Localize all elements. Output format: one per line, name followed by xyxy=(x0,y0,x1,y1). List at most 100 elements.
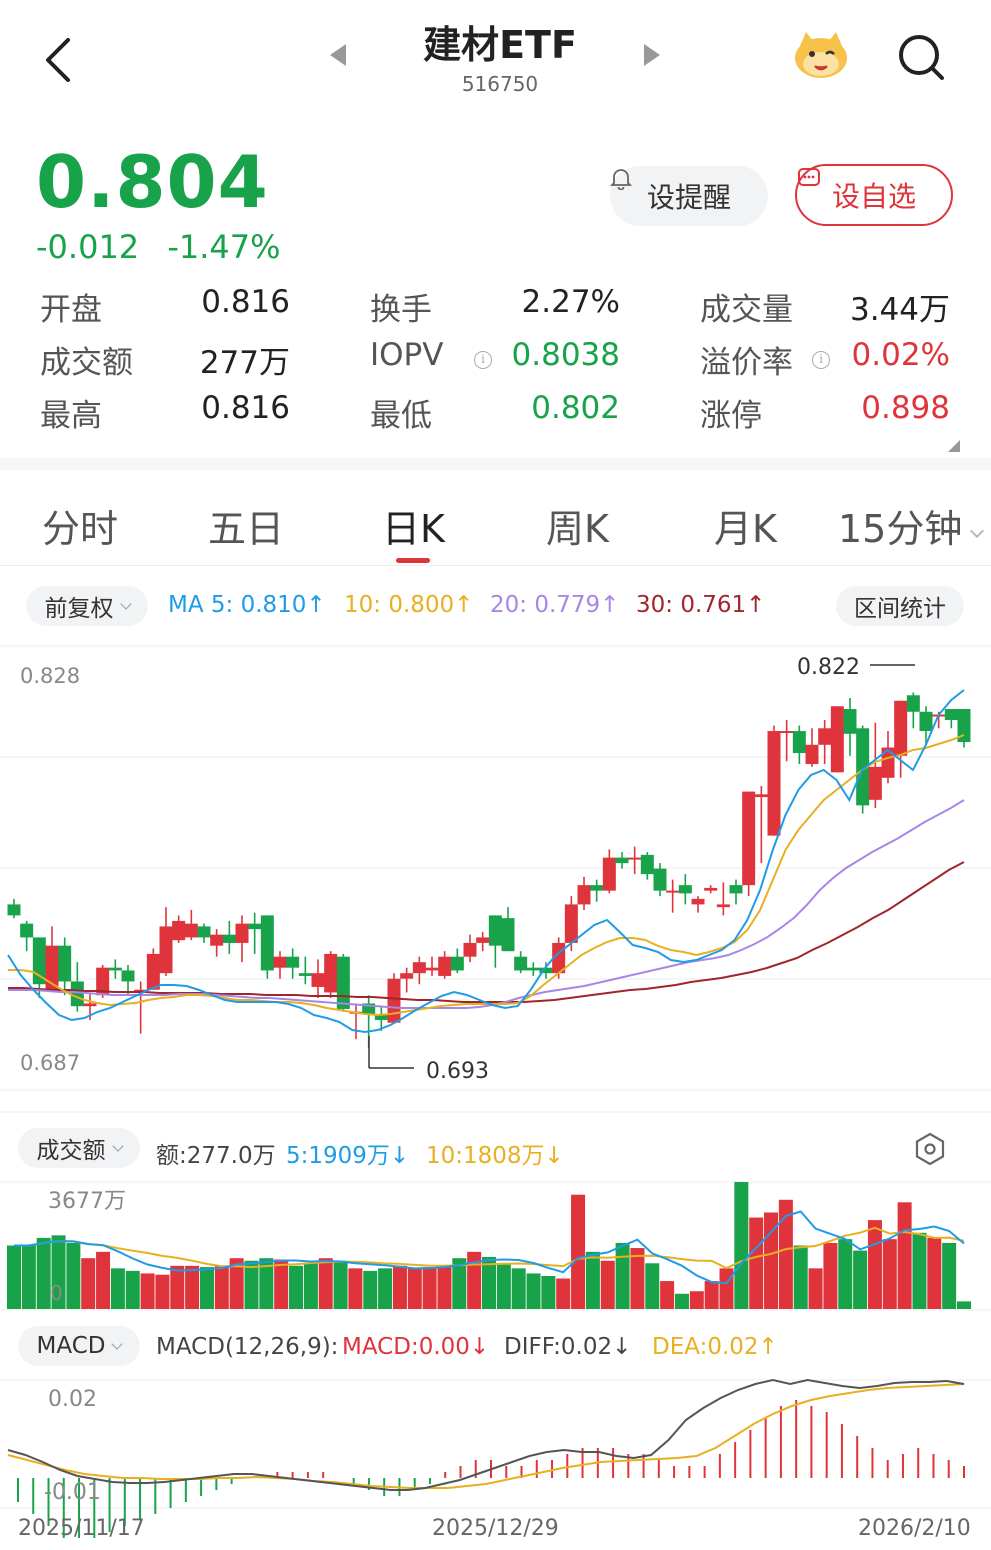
candle-body xyxy=(108,967,122,971)
candle-body xyxy=(881,747,895,778)
prev-stock-arrow-icon[interactable] xyxy=(330,44,346,66)
volume-bar xyxy=(912,1232,927,1309)
volume-bar xyxy=(496,1264,511,1309)
volume-bar xyxy=(333,1260,348,1309)
stat-label: 换手 xyxy=(370,292,432,328)
next-stock-arrow-icon[interactable] xyxy=(644,44,660,66)
y-axis-min-label: 0.687 xyxy=(20,1051,80,1075)
chevron-down-icon xyxy=(111,1338,124,1350)
candle-body xyxy=(526,967,540,971)
volume-bar xyxy=(214,1265,229,1309)
search-icon[interactable] xyxy=(896,32,946,82)
volume-bar xyxy=(630,1248,645,1309)
ma10-value: 10: 0.800↑ xyxy=(344,592,474,618)
high-value-label: 0.822 xyxy=(797,655,860,680)
settings-hexagon-icon[interactable] xyxy=(914,1132,946,1166)
stock-code: 516750 xyxy=(461,72,539,96)
stat-label: 最低 xyxy=(370,398,432,434)
diff-value: DIFF:0.02↓ xyxy=(504,1334,632,1360)
tab-15min[interactable]: 15分钟 xyxy=(838,498,985,553)
stat-value: 0.816 xyxy=(201,390,290,426)
volume-bar xyxy=(467,1251,482,1309)
candle-body xyxy=(552,942,566,974)
info-icon[interactable]: i xyxy=(474,351,492,369)
candle-body xyxy=(286,956,300,968)
volume-bar xyxy=(526,1273,541,1309)
candle-body xyxy=(501,918,515,952)
volume-metric-label: 成交额 xyxy=(36,1138,106,1164)
stat-label: 涨停 xyxy=(700,398,762,434)
mascot-avatar-icon[interactable] xyxy=(792,28,850,82)
date-label: 2025/12/29 xyxy=(432,1516,559,1541)
candle-body xyxy=(488,915,502,946)
stat-label: 溢价率 xyxy=(700,345,793,381)
volume-bar xyxy=(81,1258,96,1309)
stat-value: 0.8038 xyxy=(511,337,620,373)
date-label: 2025/11/17 xyxy=(18,1516,145,1541)
volume-bar xyxy=(689,1291,704,1309)
info-icon[interactable]: i xyxy=(812,351,830,369)
candle-body xyxy=(514,956,528,971)
volume-ma10: 10:1808万↓ xyxy=(426,1143,564,1169)
volume-bar xyxy=(96,1251,111,1309)
volume-bar xyxy=(66,1242,81,1309)
volume-chart xyxy=(7,1182,971,1309)
volume-bar xyxy=(585,1251,600,1309)
tab-intraday[interactable]: 分时 xyxy=(42,507,119,551)
set-reminder-label: 设提醒 xyxy=(646,181,731,214)
volume-bar xyxy=(764,1212,779,1309)
candle-body xyxy=(590,885,604,891)
volume-bar xyxy=(348,1268,363,1309)
candle-body xyxy=(336,956,350,1009)
volume-bar xyxy=(452,1258,467,1309)
candle-body xyxy=(856,728,870,806)
stat-value: 277万 xyxy=(199,345,290,381)
expand-stats-icon[interactable] xyxy=(948,440,960,452)
candle-body xyxy=(400,973,414,979)
candle-body xyxy=(577,885,591,905)
volume-bar xyxy=(21,1245,36,1309)
range-stats-button[interactable]: 区间统计 xyxy=(836,586,964,626)
tab-five-day[interactable]: 五日 xyxy=(208,507,285,551)
tab-weekly-k[interactable]: 周K xyxy=(546,507,609,551)
candle-body xyxy=(932,714,946,717)
candle-body xyxy=(691,898,705,905)
volume-bar xyxy=(571,1194,586,1309)
volume-bar xyxy=(437,1265,452,1309)
volume-bar xyxy=(853,1250,868,1309)
period-tabs: 分时 五日 日K 周K 月K 15分钟 xyxy=(0,470,991,566)
candle-body xyxy=(564,904,578,943)
macd-indicator-selector[interactable]: MACD xyxy=(18,1326,140,1366)
candle-body xyxy=(805,744,819,765)
volume-bar xyxy=(704,1281,719,1309)
volume-metric-selector[interactable]: 成交额 xyxy=(18,1128,140,1168)
back-arrow-icon[interactable] xyxy=(40,30,80,90)
volume-bar xyxy=(318,1258,333,1309)
adjust-selector[interactable]: 前复权 xyxy=(26,586,148,626)
change-percent: -1.47% xyxy=(167,228,281,266)
macd-indicator-label: MACD xyxy=(36,1333,106,1359)
volume-bar xyxy=(51,1235,66,1309)
volume-bar xyxy=(645,1263,660,1309)
stat-label: 开盘 xyxy=(40,292,102,328)
candle-body xyxy=(628,857,642,860)
stats-row: 最高 0.816 最低 0.802 涨停 0.898 xyxy=(0,390,991,440)
volume-bar xyxy=(749,1217,764,1309)
section-divider xyxy=(0,458,991,470)
candle-body xyxy=(298,973,312,976)
tab-daily-k[interactable]: 日K xyxy=(382,507,445,551)
set-reminder-button[interactable]: 设提醒 xyxy=(610,166,768,226)
add-favorite-button[interactable]: 设自选 xyxy=(795,164,953,226)
tab-monthly-k[interactable]: 月K xyxy=(714,507,777,551)
candle-body xyxy=(919,711,933,732)
volume-amount: 额:277.0万 xyxy=(156,1143,276,1169)
macd-bottom-label: -0.01 xyxy=(44,1480,101,1505)
tab-15min-label: 15分钟 xyxy=(838,507,963,551)
stat-label: IOPV xyxy=(370,337,444,373)
candle-body xyxy=(146,953,160,990)
candle-body xyxy=(615,857,629,864)
volume-bar xyxy=(185,1265,200,1309)
candle-body xyxy=(729,885,743,894)
volume-bar xyxy=(407,1268,422,1309)
current-price: 0.804 xyxy=(36,140,269,224)
